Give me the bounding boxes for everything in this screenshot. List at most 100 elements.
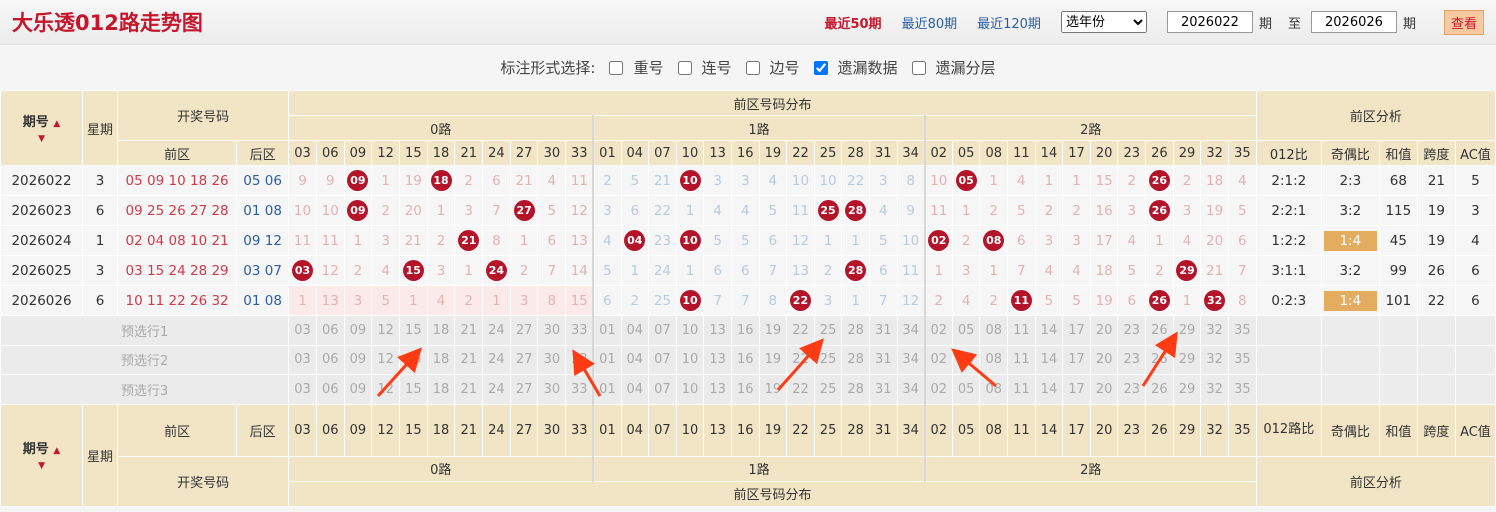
preselect-number[interactable]: 23 [1117,315,1147,346]
preselect-number[interactable]: 02 [923,374,953,405]
preselect-number[interactable]: 05 [951,344,981,375]
recent-120-link[interactable]: 最近120期 [977,16,1041,32]
preselect-number[interactable]: 34 [896,344,926,375]
preselect-number[interactable]: 21 [454,374,484,405]
preselect-number[interactable]: 33 [565,374,594,405]
option-checkbox[interactable] [745,60,760,75]
preselect-number[interactable]: 07 [648,344,677,375]
preselect-number[interactable]: 07 [648,374,677,405]
preselect-number[interactable]: 01 [592,344,622,375]
preselect-number[interactable]: 13 [703,315,732,346]
preselect-number[interactable]: 32 [1200,374,1229,405]
preselect-number[interactable]: 21 [454,344,484,375]
preselect-number[interactable]: 02 [923,315,953,346]
preselect-number[interactable]: 31 [868,315,898,346]
preselect-number[interactable]: 31 [868,374,898,405]
preselect-number[interactable]: 22 [786,315,815,346]
preselect-number[interactable]: 20 [1089,315,1119,346]
preselect-number[interactable]: 29 [1172,344,1202,375]
preselect-number[interactable]: 15 [398,315,428,346]
preselect-number[interactable]: 08 [979,315,1009,346]
preselect-number[interactable]: 19 [758,344,788,375]
preselect-number[interactable]: 27 [509,374,539,405]
recent-80-link[interactable]: 最近80期 [901,16,958,32]
preselect-number[interactable]: 26 [1145,344,1174,375]
preselect-number[interactable]: 15 [398,344,428,375]
preselect-number[interactable]: 14 [1034,315,1064,346]
preselect-number[interactable]: 14 [1034,374,1064,405]
to-period-input[interactable] [1310,11,1397,33]
preselect-number[interactable]: 27 [509,315,539,346]
preselect-number[interactable]: 24 [482,374,511,405]
preselect-number[interactable]: 25 [813,315,843,346]
preselect-number[interactable]: 10 [675,315,705,346]
option-checkbox[interactable] [813,60,828,75]
preselect-number[interactable]: 19 [758,315,788,346]
preselect-number[interactable]: 07 [648,315,677,346]
preselect-number[interactable]: 21 [454,315,484,346]
preselect-number[interactable]: 24 [482,344,511,375]
preselect-number[interactable]: 09 [343,374,373,405]
preselect-number[interactable]: 34 [896,374,926,405]
preselect-number[interactable]: 20 [1089,344,1119,375]
option-checkbox[interactable] [911,60,926,75]
preselect-number[interactable]: 17 [1062,344,1091,375]
preselect-number[interactable]: 18 [426,315,456,346]
preselect-number[interactable]: 12 [371,315,400,346]
preselect-number[interactable]: 34 [896,315,926,346]
preselect-number[interactable]: 19 [758,374,788,405]
preselect-number[interactable]: 32 [1200,315,1229,346]
preselect-number[interactable]: 31 [868,344,898,375]
year-select[interactable]: 选年份 [1060,11,1147,33]
preselect-number[interactable]: 08 [979,374,1009,405]
preselect-number[interactable]: 25 [813,344,843,375]
preselect-number[interactable]: 24 [482,315,511,346]
from-period-input[interactable] [1166,11,1253,33]
option-遗漏分层[interactable]: 遗漏分层 [911,57,996,78]
preselect-number[interactable]: 08 [979,344,1009,375]
preselect-number[interactable]: 22 [786,344,815,375]
preselect-number[interactable]: 35 [1227,315,1257,346]
preselect-number[interactable]: 29 [1172,374,1202,405]
recent-50-link[interactable]: 最近50期 [824,16,882,32]
preselect-number[interactable]: 30 [537,374,567,405]
preselect-number[interactable]: 05 [951,374,981,405]
preselect-number[interactable]: 17 [1062,374,1091,405]
preselect-number[interactable]: 23 [1117,344,1147,375]
preselect-number[interactable]: 06 [315,344,345,375]
preselect-number[interactable]: 17 [1062,315,1091,346]
preselect-number[interactable]: 11 [1007,344,1036,375]
preselect-number[interactable]: 14 [1034,344,1064,375]
option-遗漏数据[interactable]: 遗漏数据 [813,57,898,78]
preselect-number[interactable]: 16 [730,374,760,405]
preselect-number[interactable]: 13 [703,374,732,405]
preselect-number[interactable]: 28 [841,344,870,375]
preselect-number[interactable]: 12 [371,344,400,375]
preselect-number[interactable]: 03 [288,315,317,346]
preselect-number[interactable]: 32 [1200,344,1229,375]
preselect-number[interactable]: 11 [1007,374,1036,405]
preselect-number[interactable]: 18 [426,344,456,375]
preselect-number[interactable]: 23 [1117,374,1147,405]
preselect-number[interactable]: 33 [565,315,594,346]
preselect-number[interactable]: 06 [315,374,345,405]
preselect-number[interactable]: 20 [1089,374,1119,405]
preselect-number[interactable]: 27 [509,344,539,375]
option-checkbox[interactable] [609,60,624,75]
preselect-number[interactable]: 06 [315,315,345,346]
preselect-number[interactable]: 04 [620,315,650,346]
preselect-number[interactable]: 04 [620,344,650,375]
preselect-number[interactable]: 15 [398,374,428,405]
preselect-number[interactable]: 03 [288,344,317,375]
option-连号[interactable]: 连号 [677,57,732,78]
preselect-number[interactable]: 30 [537,315,567,346]
option-checkbox[interactable] [677,60,692,75]
preselect-number[interactable]: 09 [343,315,373,346]
preselect-number[interactable]: 35 [1227,374,1257,405]
sort-icon[interactable]: ▲ ▼ [38,119,61,144]
preselect-number[interactable]: 26 [1145,374,1174,405]
preselect-number[interactable]: 28 [841,315,870,346]
preselect-number[interactable]: 01 [592,315,622,346]
preselect-number[interactable]: 02 [923,344,953,375]
option-重号[interactable]: 重号 [609,57,664,78]
